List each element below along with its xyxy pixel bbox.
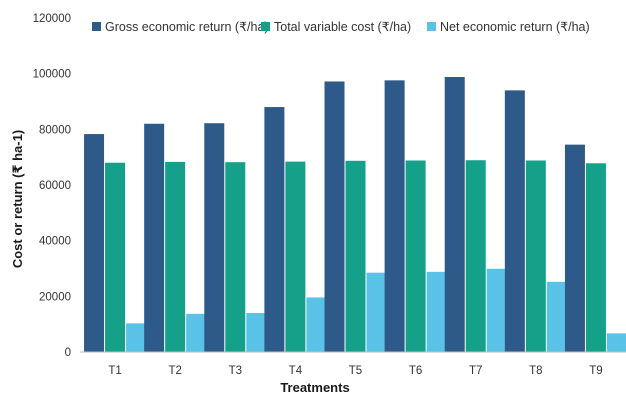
bar-t6-series-2 — [405, 160, 426, 352]
x-tick-label-t3: T3 — [229, 365, 242, 377]
bar-t4-series-2 — [285, 161, 306, 352]
bar-t4-series-3 — [306, 297, 327, 352]
legend: Gross economic return (₹/ha) Total variab… — [92, 20, 590, 34]
y-tick-label: 40000 — [39, 236, 71, 248]
bar-t2-series-2 — [165, 161, 186, 352]
bar-t8-series-3 — [546, 281, 567, 352]
legend-swatch-1 — [92, 22, 101, 31]
x-axis-title: Treatments — [280, 380, 349, 393]
bar-t9-series-2 — [585, 163, 606, 352]
legend-label-3: Net economic return (₹/ha) — [440, 20, 590, 34]
y-tick-label: 80000 — [39, 124, 71, 136]
legend-swatch-3 — [427, 22, 436, 31]
bar-t5-series-1 — [324, 81, 345, 353]
legend-swatch-2 — [261, 22, 270, 31]
y-tick-label: 0 — [65, 347, 71, 359]
x-tick-label-t5: T5 — [349, 365, 362, 377]
x-tick-label-t8: T8 — [529, 365, 542, 377]
x-tick-label-t6: T6 — [409, 365, 422, 377]
bar-t1-series-1 — [84, 134, 105, 352]
bar-t2-series-1 — [144, 123, 165, 353]
bar-t3-series-1 — [204, 123, 225, 353]
bar-t4-series-1 — [264, 107, 285, 352]
x-tick-label-t2: T2 — [168, 365, 181, 377]
bar-t2-series-3 — [186, 313, 207, 352]
bar-t3-series-2 — [225, 162, 246, 352]
x-tick-label-t7: T7 — [469, 365, 482, 377]
y-tick-label: 120000 — [33, 13, 71, 25]
bar-t1-series-2 — [105, 162, 126, 352]
bar-t5-series-3 — [366, 272, 387, 352]
x-tick-label-t4: T4 — [289, 365, 303, 377]
bar-t8-series-1 — [504, 90, 525, 352]
bar-t6-series-3 — [426, 271, 447, 352]
bar-t9-series-3 — [606, 333, 626, 352]
y-tick-label: 60000 — [39, 180, 71, 192]
y-tick-label: 20000 — [39, 291, 71, 303]
bar-t1-series-3 — [126, 323, 147, 352]
y-axis-ticks: 0 20000 40000 60000 80000 100000 120000 — [33, 13, 71, 359]
bar-t9-series-1 — [564, 144, 585, 352]
bar-t7-series-1 — [444, 77, 465, 353]
bar-t3-series-3 — [246, 313, 267, 352]
legend-label-1: Gross economic return (₹/ha) — [105, 20, 269, 34]
bar-t5-series-2 — [345, 160, 366, 352]
bar-t8-series-2 — [525, 160, 546, 352]
x-tick-label-t1: T1 — [108, 365, 121, 377]
y-tick-label: 100000 — [33, 69, 71, 81]
bar-t6-series-1 — [384, 80, 405, 352]
y-axis-title: Cost or return (₹ ha-1) — [10, 130, 25, 268]
x-axis-ticks: T1 T2 T3 T4 T5 T6 T7 T8 T9 — [108, 365, 602, 377]
bar-t7-series-2 — [465, 160, 486, 352]
bar-t7-series-3 — [486, 268, 507, 352]
x-tick-label-t9: T9 — [589, 365, 602, 377]
legend-label-2: Total variable cost (₹/ha) — [274, 20, 411, 34]
bars — [84, 77, 626, 353]
